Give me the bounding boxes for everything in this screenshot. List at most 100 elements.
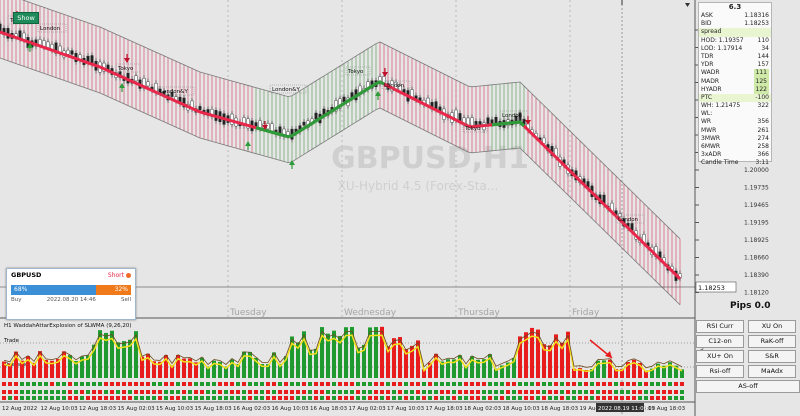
signal-dot [446,390,450,394]
signal-dot [596,396,600,400]
histogram-bar [92,344,96,378]
signal-dot [356,382,360,386]
time-axis-label: 15 Aug 02:03 [118,406,156,412]
signal-dot [398,382,402,386]
histogram-bar [266,364,270,378]
indicator-toggle-button[interactable]: C12-on [696,335,744,348]
signal-dot [326,390,330,394]
signal-dot [122,396,126,400]
signal-dot [332,390,336,394]
info-header: 6.3 [728,3,742,11]
indicator-toggle-button[interactable]: XU On [748,320,796,333]
histogram-bar [74,361,78,378]
signal-dot [500,382,504,386]
signal-dot [20,382,24,386]
signal-dot [488,396,492,400]
histogram-bar [350,326,354,378]
histogram-bar [164,355,168,378]
info-row: HOD: 1.19357 110 [699,37,771,45]
histogram-bar [464,365,468,378]
indicator-toggle-button[interactable]: AS-off [696,380,800,393]
signal-dot [644,396,648,400]
histogram-bar [110,330,114,378]
current-price-tag [695,281,737,293]
signal-dot [98,390,102,394]
signal-dot [494,382,498,386]
session-box [345,66,371,76]
signal-dot [152,390,156,394]
signal-dot [182,390,186,394]
signal-dot [218,382,222,386]
candle-body [270,123,274,132]
histogram-bar [86,355,90,378]
indicator-toggle-button[interactable]: XU+ On [696,350,744,363]
signal-dot [176,390,180,394]
signal-dot [332,382,336,386]
candle-body [170,92,174,97]
indicator-toggle-button[interactable]: RaK-off [748,335,796,348]
histogram-bar [362,344,366,378]
signal-dot [44,396,48,400]
signal-dot [200,390,204,394]
price-axis-label: 1.20000 [744,167,769,174]
signal-dot [452,396,456,400]
time-axis-label: 19 Aug 18:03 [648,406,686,412]
signal-dot [2,382,6,386]
info-row: LOD: 1.17914 34 [699,45,771,53]
histogram-bar [176,354,180,378]
indicator-toggle-button[interactable]: MaAdx [748,365,796,378]
session-box [269,84,307,94]
info-value: 366 [757,151,769,159]
price-axis-label: 1.19465 [744,202,769,209]
signal-dot [518,390,522,394]
signal-dot [236,390,240,394]
info-row: BID 1.18253 [699,20,771,28]
signal-dot [500,396,504,400]
signal-dot [176,396,180,400]
signal-dot [590,382,594,386]
histogram-bar [680,369,684,378]
signal-dot [278,390,282,394]
signal-dot [422,390,426,394]
histogram-bar [338,335,342,378]
histogram-bar [38,351,42,378]
signal-dot [248,382,252,386]
show-button[interactable]: Show [13,12,39,24]
histogram-bar [236,364,240,378]
indicator-toggle-button[interactable]: RSI Curr [696,320,744,333]
histogram-bar [122,341,126,378]
signal-dot [338,396,342,400]
signal-dot [14,390,18,394]
histogram-bar [446,359,450,378]
signal-dot [434,390,438,394]
shift-arrow-icon[interactable] [685,3,690,7]
signal-card[interactable]: GBPUSD Short 68% 32% Buy 2022.08.20 14:4… [6,268,136,320]
pips-label: Pips 0.0 [730,301,771,311]
signal-dot [146,382,150,386]
histogram-bar [296,342,300,378]
signal-dot [260,382,264,386]
indicator-toggle-button[interactable]: Rsi-off [696,365,744,378]
signal-dot [506,396,510,400]
histogram-bar [398,337,402,378]
signal-dot [92,382,96,386]
signal-dot [26,390,30,394]
signal-dot [8,382,12,386]
info-value: 110 [757,36,769,44]
session-label: London [40,26,61,32]
watermark-symbol: GBPUSD,H1 [331,141,529,176]
time-axis-label: 16 Aug 18:03 [310,406,348,412]
info-value: 258 [757,143,769,150]
indicator-toggle-button[interactable]: S&R [748,350,796,363]
signal-dot [146,390,150,394]
signal-dot [614,390,618,394]
signal-dot [308,382,312,386]
histogram-bar [428,362,432,378]
signal-dot [236,396,240,400]
signal-dot [272,390,276,394]
histogram-bar [494,368,498,378]
signal-dot [650,390,654,394]
signal-dot [506,382,510,386]
